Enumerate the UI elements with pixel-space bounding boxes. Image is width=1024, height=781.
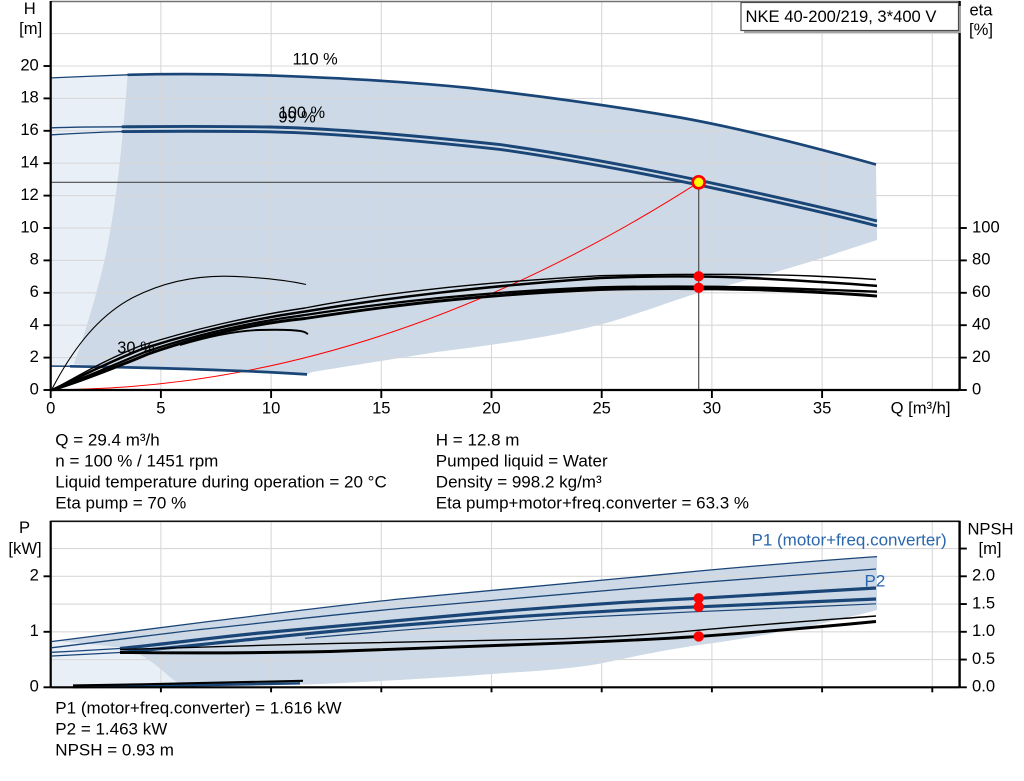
svg-text:NPSH = 0.93 m: NPSH = 0.93 m <box>55 741 174 760</box>
svg-text:H: H <box>24 0 36 18</box>
svg-text:8: 8 <box>30 250 39 269</box>
svg-text:80: 80 <box>972 250 990 269</box>
svg-text:NKE 40-200/219, 3*400 V: NKE 40-200/219, 3*400 V <box>746 7 937 26</box>
svg-text:Q [m³/h]: Q [m³/h] <box>891 399 951 418</box>
svg-text:1: 1 <box>30 621 39 640</box>
svg-text:4: 4 <box>30 315 39 334</box>
svg-text:Liquid temperature during oper: Liquid temperature during operation = 20… <box>55 473 386 492</box>
svg-text:100: 100 <box>972 217 1000 236</box>
svg-text:0.0: 0.0 <box>972 677 995 696</box>
svg-text:Pumped liquid = Water: Pumped liquid = Water <box>436 452 608 471</box>
svg-text:2: 2 <box>30 347 39 366</box>
svg-text:Density = 998.2 kg/m³: Density = 998.2 kg/m³ <box>436 473 602 492</box>
svg-text:99 %: 99 % <box>278 108 315 126</box>
svg-text:Q = 29.4 m³/h: Q = 29.4 m³/h <box>55 431 159 450</box>
svg-text:[kW]: [kW] <box>8 539 41 558</box>
svg-text:10: 10 <box>262 399 280 418</box>
svg-text:30: 30 <box>703 399 721 418</box>
svg-text:P1 (motor+freq.converter) = 1.: P1 (motor+freq.converter) = 1.616 kW <box>55 699 341 718</box>
svg-text:100 %: 100 % <box>279 104 325 122</box>
svg-text:[m]: [m] <box>978 539 1001 558</box>
svg-text:15: 15 <box>372 399 390 418</box>
svg-text:5: 5 <box>156 399 165 418</box>
svg-text:P2 = 1.463 kW: P2 = 1.463 kW <box>55 720 167 739</box>
svg-text:60: 60 <box>972 282 990 301</box>
svg-text:0: 0 <box>30 379 39 398</box>
svg-text:20: 20 <box>20 55 38 74</box>
svg-text:[m]: [m] <box>19 19 42 38</box>
svg-text:20: 20 <box>482 399 500 418</box>
svg-text:NPSH: NPSH <box>967 520 1013 539</box>
svg-text:0.5: 0.5 <box>972 649 995 668</box>
svg-text:eta: eta <box>969 0 993 19</box>
svg-text:16: 16 <box>20 120 38 139</box>
svg-text:35: 35 <box>813 399 831 418</box>
svg-text:H = 12.8 m: H = 12.8 m <box>436 431 520 450</box>
svg-text:12: 12 <box>20 185 38 204</box>
svg-text:18: 18 <box>20 88 38 107</box>
svg-text:2: 2 <box>30 566 39 585</box>
svg-text:Eta pump+motor+freq.converter: Eta pump+motor+freq.converter = 63.3 % <box>436 494 749 513</box>
svg-text:1.0: 1.0 <box>972 621 995 640</box>
svg-text:P2: P2 <box>865 572 886 591</box>
svg-text:0: 0 <box>972 379 981 398</box>
svg-text:14: 14 <box>20 153 38 172</box>
svg-text:Eta pump = 70 %: Eta pump = 70 % <box>55 494 186 513</box>
svg-text:0: 0 <box>30 677 39 696</box>
svg-text:[%]: [%] <box>969 20 993 39</box>
svg-text:25: 25 <box>592 399 610 418</box>
svg-text:10: 10 <box>20 217 38 236</box>
svg-text:1.5: 1.5 <box>972 593 995 612</box>
svg-text:P: P <box>19 518 30 537</box>
svg-text:110 %: 110 % <box>293 51 338 69</box>
svg-text:n = 100 % / 1451 rpm: n = 100 % / 1451 rpm <box>55 452 218 471</box>
svg-text:40: 40 <box>972 315 990 334</box>
svg-text:0: 0 <box>46 399 55 418</box>
svg-text:6: 6 <box>30 282 39 301</box>
svg-text:P1 (motor+freq.converter): P1 (motor+freq.converter) <box>752 531 947 550</box>
svg-text:2.0: 2.0 <box>972 566 995 585</box>
svg-text:30 %: 30 % <box>117 339 154 357</box>
svg-text:20: 20 <box>972 347 990 366</box>
